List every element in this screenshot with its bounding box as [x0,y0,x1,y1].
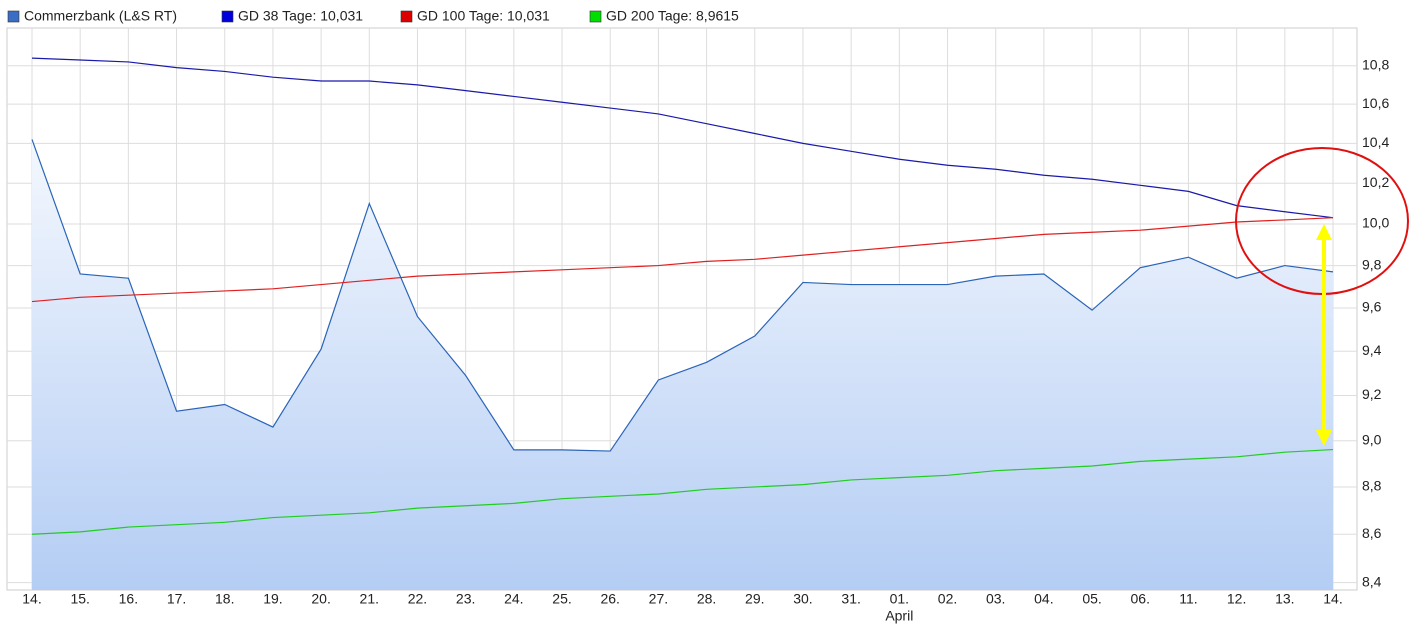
legend: Commerzbank (L&S RT) GD 38 Tage: 10,031 GD… [7,8,739,24]
x-tick-label: 04. [1034,591,1053,607]
x-tick-label: 25. [552,591,571,607]
legend-swatch [7,10,20,23]
x-tick-label: 30. [793,591,812,607]
x-tick-label: 27. [649,591,668,607]
x-tick-label: 13. [1275,591,1294,607]
legend-swatch [589,10,602,23]
y-tick-label: 10,6 [1362,95,1389,111]
x-tick-label: 17. [167,591,186,607]
y-tick-label: 9,2 [1362,386,1382,402]
y-tick-label: 8,8 [1362,478,1382,494]
plot [31,57,1334,590]
line [31,139,1334,452]
x-tick-label: 23. [456,591,475,607]
y-tick-label: 9,0 [1362,431,1382,447]
x-tick-label: 05. [1082,591,1101,607]
y-tick-label: 10,4 [1362,134,1389,150]
line [31,57,1334,219]
y-tick-label: 9,8 [1362,256,1382,272]
y-tick-label: 10,8 [1362,56,1389,72]
x-tick-label: 03. [986,591,1005,607]
x-tick-label: 22. [408,591,427,607]
x-tick-label: 31. [841,591,860,607]
x-tick-label: 20. [311,591,330,607]
legend-label: Commerzbank (L&S RT) [24,8,177,24]
x-tick-label: 06. [1131,591,1150,607]
x-tick-label: 14. [22,591,41,607]
x-tick-label: 26. [600,591,619,607]
line [31,448,1334,535]
x-sublabel: April [885,608,913,624]
x-tick-label: 14. [1323,591,1342,607]
x-tick-label: 16. [119,591,138,607]
line [31,217,1334,303]
legend-label: GD 200 Tage: 8,9615 [606,8,739,24]
y-tick-label: 10,2 [1362,174,1389,190]
x-tick-label: 15. [70,591,89,607]
legend-swatch [400,10,413,23]
x-tick-label: 29. [745,591,764,607]
x-tick-label: 18. [215,591,234,607]
area [32,139,1333,590]
x-tick-label: 28. [697,591,716,607]
x-tick-label: 12. [1227,591,1246,607]
x-tick-label: 24. [504,591,523,607]
y-tick-label: 9,6 [1362,299,1382,315]
x-tick-label: 19. [263,591,282,607]
x-tick-label: 02. [938,591,957,607]
legend-label: GD 100 Tage: 10,031 [417,8,550,24]
x-tick-label: 11. [1179,591,1197,607]
y-tick-label: 8,6 [1362,525,1382,541]
x-tick-label: 21. [360,591,379,607]
legend-swatch [221,10,234,23]
y-tick-label: 10,0 [1362,215,1389,231]
y-tick-label: 8,4 [1362,573,1382,589]
x-tick-label: 01. [890,591,909,607]
y-tick-label: 9,4 [1362,342,1382,358]
legend-label: GD 38 Tage: 10,031 [238,8,363,24]
